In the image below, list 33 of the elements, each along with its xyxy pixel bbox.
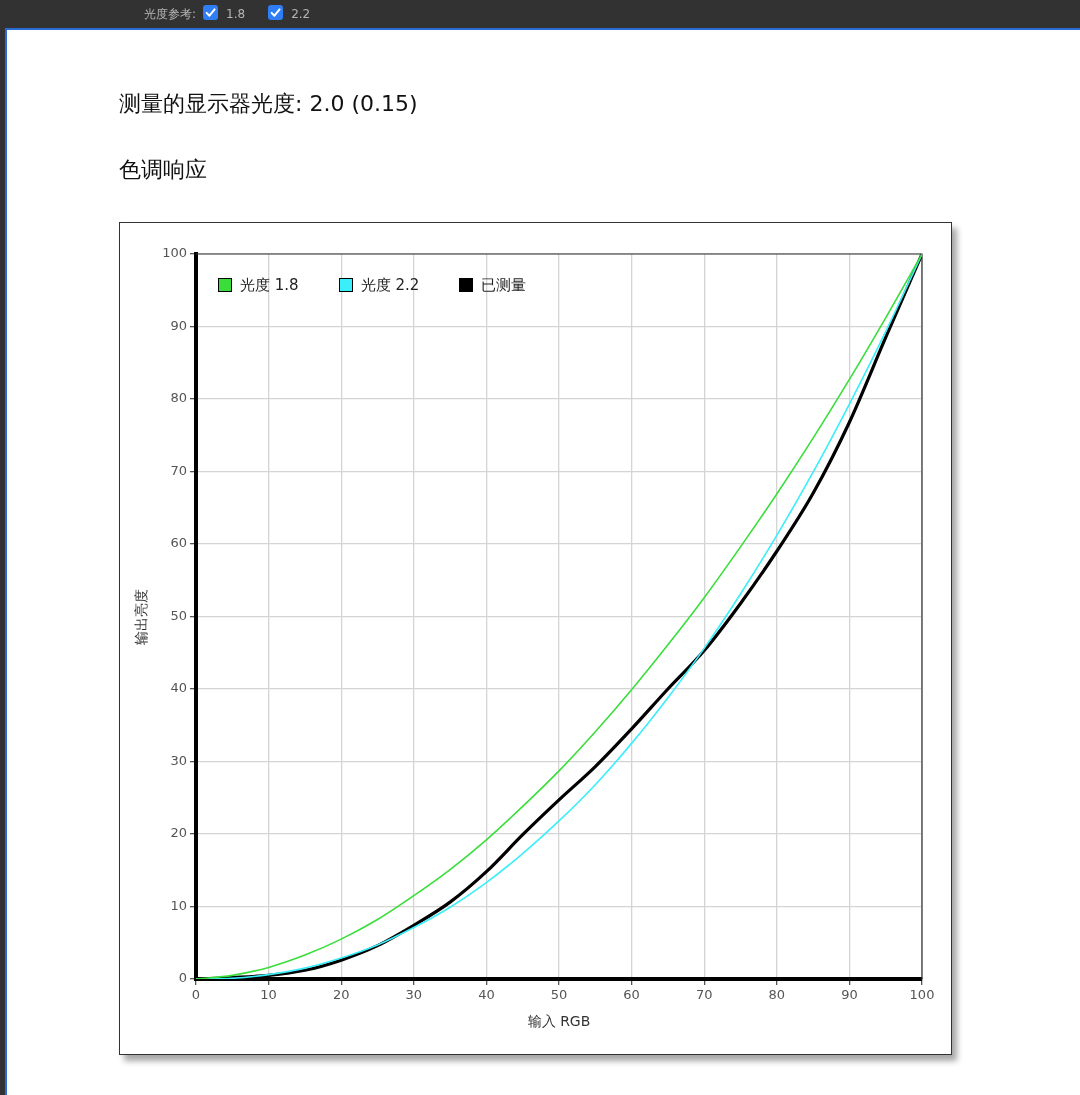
line-series: [196, 254, 922, 979]
x-tick-label: 20: [332, 987, 350, 1003]
x-tick-label: 0: [191, 987, 201, 1003]
y-tick-label: 60: [170, 535, 187, 551]
y-tick-label: 80: [170, 390, 187, 406]
y-tick-label: 0: [178, 970, 187, 986]
chart-subtitle: 色调响应: [119, 156, 207, 184]
text: 1.8: [226, 6, 246, 22]
x-tick-label: 10: [260, 987, 277, 1003]
y-tick-label: 10: [170, 897, 187, 913]
text: 2.2: [291, 6, 311, 22]
legend-label: 已测量: [481, 276, 527, 294]
x-tick-label: 80: [768, 987, 786, 1003]
chart-title: 测量的显示器光度: 2.0 (0.15): [119, 90, 418, 118]
y-tick-label: 20: [170, 825, 187, 841]
legend-label: 光度 1.8: [240, 276, 299, 294]
legend-label: 光度 2.2: [360, 276, 420, 294]
y-tick-label: 40: [170, 680, 187, 696]
y-tick-label: 70: [170, 462, 187, 478]
x-axis-title: 输入 RGB: [527, 1013, 591, 1030]
y-tick-label: 30: [170, 752, 187, 768]
x-tick-label: 100: [909, 987, 935, 1003]
y-tick-label: 50: [170, 607, 187, 623]
y-axis-title: 输出亮度: [133, 588, 150, 645]
x-tick-label: 40: [478, 987, 495, 1003]
x-tick-label: 90: [841, 987, 858, 1003]
x-tick-label: 30: [405, 987, 423, 1003]
x-tick-label: 50: [550, 987, 568, 1003]
text: 光度参考:: [144, 6, 197, 22]
x-tick-label: 60: [623, 987, 640, 1003]
x-tick-label: 70: [695, 987, 713, 1003]
y-tick-label: 100: [162, 245, 187, 261]
y-tick-label: 90: [170, 317, 187, 333]
